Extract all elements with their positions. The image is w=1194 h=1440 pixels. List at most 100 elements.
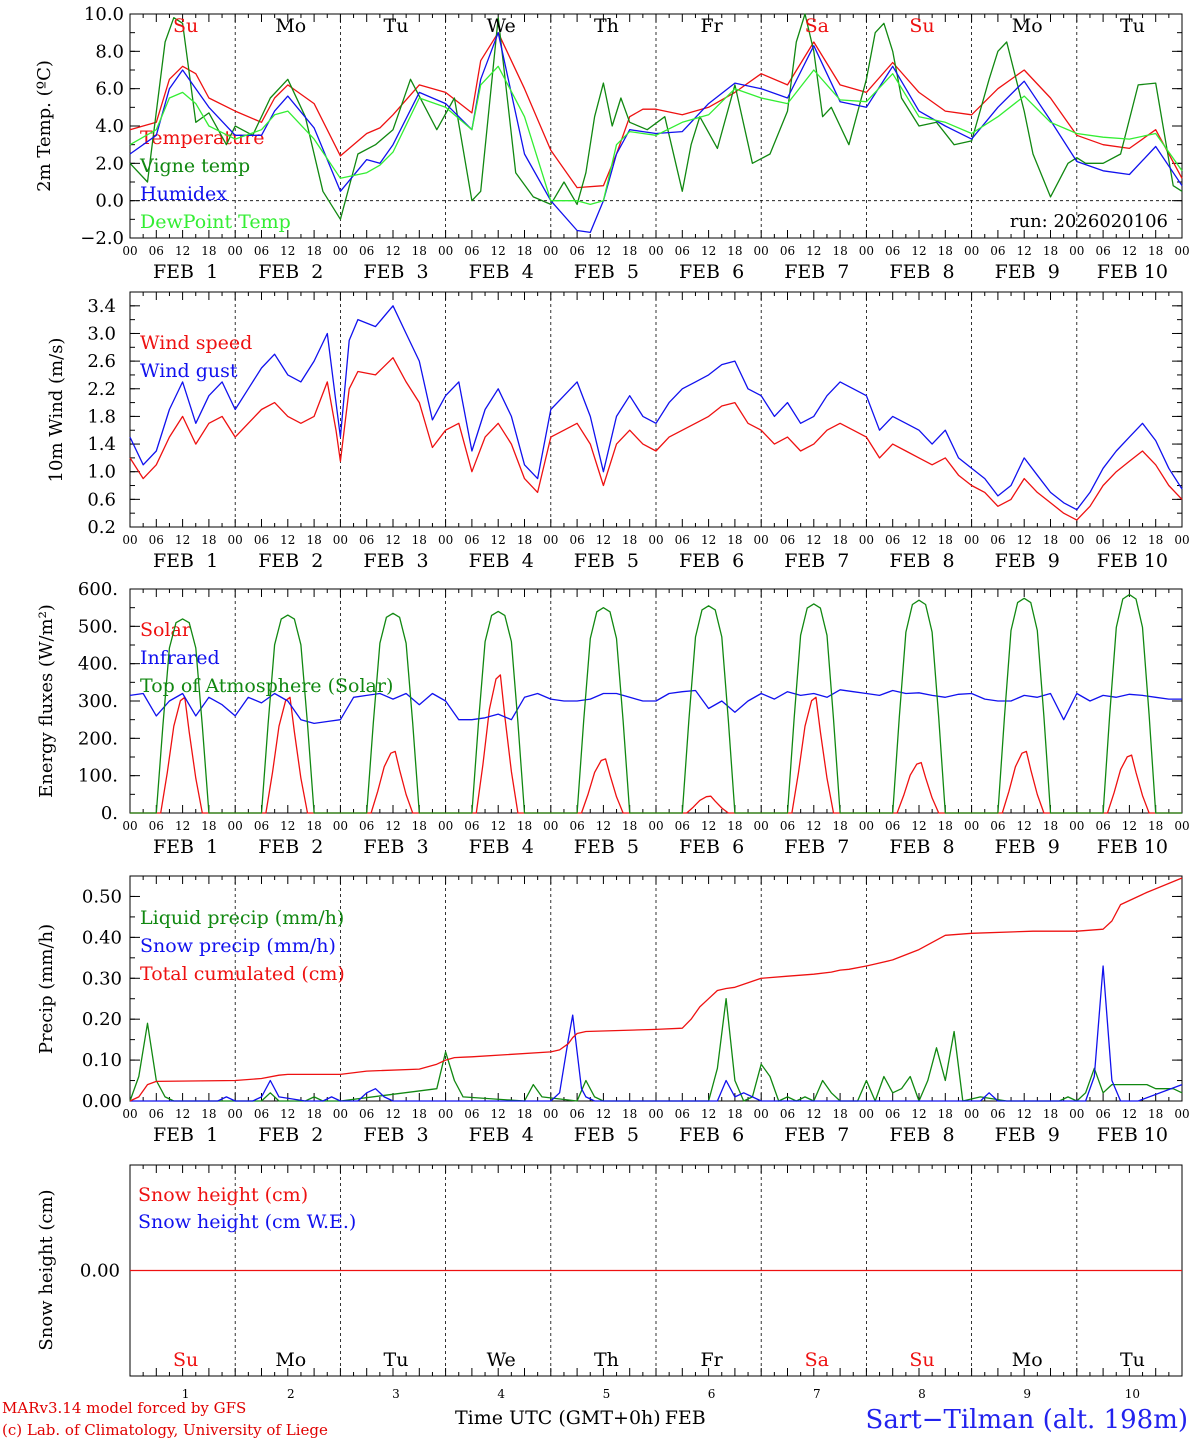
wind-date-label: FEB 5 [574,550,639,572]
temperature-hour-label: 12 [491,244,506,258]
precip-hour-label: 18 [622,1107,637,1121]
precip-hour-label: 12 [175,1107,190,1121]
precip-series-total-cumulated-cm [129,877,1183,1102]
wind-legend-entry: Wind speed [140,332,252,354]
day-name-bottom: Tu [384,1349,409,1371]
wind-date-label: FEB 2 [258,550,323,572]
day-number: 5 [603,1387,611,1401]
temperature-hour-label: 00 [438,244,453,258]
energy-hour-label: 00 [438,819,453,833]
energy-legend-entry: Top of Atmosphere (Solar) [140,675,393,697]
snow-legend-entry: Snow height (cm W.E.) [138,1211,356,1233]
temperature-hour-label: 00 [964,244,979,258]
precip-date-label: FEB 6 [679,1124,744,1146]
wind-hour-label: 00 [543,533,558,547]
energy-date-label: FEB 4 [469,836,534,858]
temperature-date-label: FEB 8 [889,261,954,283]
precip-ylabel: Precip (mm/h) [36,924,57,1054]
energy-hour-label: 06 [149,819,164,833]
energy-ytick-label: 400. [78,654,118,675]
temperature-hour-label: 18 [306,244,321,258]
wind-ytick-label: 1.4 [87,434,116,455]
precip-ytick-label: 0.50 [82,886,122,907]
energy-hour-label: 06 [780,819,795,833]
wind-hour-label: 18 [1148,533,1163,547]
precip-date-label: FEB 10 [1097,1124,1168,1146]
precip-date-label: FEB 3 [363,1124,428,1146]
wind-hour-label: 06 [1095,533,1110,547]
wind-hour-label: 12 [491,533,506,547]
temperature-hour-label: 12 [280,244,295,258]
temperature-hour-label: 06 [1095,244,1110,258]
model-credit: MARv3.14 model forced by GFS [2,1399,246,1417]
energy-hour-label: 06 [885,819,900,833]
day-number: 7 [813,1387,821,1401]
precip-hour-label: 12 [1122,1107,1137,1121]
day-number: 4 [497,1387,505,1401]
precip-hour-label: 00 [333,1107,348,1121]
precip-hour-label: 00 [964,1107,979,1121]
day-name-bottom: Su [173,1349,198,1371]
precip-hour-label: 00 [122,1107,137,1121]
energy-hour-label: 12 [280,819,295,833]
precip-hour-label: 18 [517,1107,532,1121]
energy-ytick-label: 100. [78,766,118,787]
wind-date-label: FEB 6 [679,550,744,572]
footer: MARv3.14 model forced by GFS (c) Lab. of… [2,1399,1188,1439]
wind-date-label: FEB 3 [363,550,428,572]
energy-series-top-of-atmosphere-solar [130,593,1182,814]
day-name-top: Su [173,15,198,37]
wind-hour-label: 06 [254,533,269,547]
energy-hour-label: 00 [754,819,769,833]
energy-ytick-label: 0. [101,803,118,824]
day-number: 9 [1023,1387,1031,1401]
energy-hour-label: 00 [333,819,348,833]
temperature-ytick-label: 6.0 [95,79,124,100]
temperature-hour-label: 06 [149,244,164,258]
wind-hour-label: 06 [675,533,690,547]
energy-hour-label: 00 [228,819,243,833]
temperature-hour-label: 00 [1174,244,1189,258]
energy-hour-label: 06 [990,819,1005,833]
day-name-top: Sa [805,15,829,37]
precip-hour-label: 12 [701,1107,716,1121]
precip-hour-label: 18 [938,1107,953,1121]
energy-hour-label: 12 [1122,819,1137,833]
day-name-bottom: Fr [700,1349,723,1371]
wind-hour-label: 12 [385,533,400,547]
precip-ytick-label: 0.40 [82,927,122,948]
energy-hour-label: 00 [964,819,979,833]
precip-date-label: FEB 1 [153,1124,218,1146]
temperature-ylabel: 2m Temp. (ºC) [34,60,55,192]
energy-hour-label: 12 [701,819,716,833]
energy-hour-label: 18 [832,819,847,833]
energy-hour-label: 12 [596,819,611,833]
energy-ylabel: Energy fluxes (W/m²) [36,604,57,798]
temperature-hour-label: 12 [175,244,190,258]
energy-ytick-label: 500. [78,616,118,637]
day-name-top: Tu [384,15,409,37]
energy-ytick-label: 200. [78,728,118,749]
precip-ytick-label: 0.00 [82,1091,122,1112]
wind-date-label: FEB 7 [784,550,849,572]
energy-hour-label: 18 [1148,819,1163,833]
temperature-date-label: FEB 3 [363,261,428,283]
energy-hour-label: 18 [306,819,321,833]
temperature-ytick-label: 10.0 [84,4,124,25]
temperature-legend-entry: DewPoint Temp [140,211,291,233]
wind-hour-label: 00 [859,533,874,547]
temperature-hour-label: 06 [885,244,900,258]
wind-hour-label: 12 [1017,533,1032,547]
day-name-bottom: We [487,1349,516,1371]
precip-hour-label: 18 [832,1107,847,1121]
day-name-top: Fr [700,15,723,37]
wind-hour-label: 18 [622,533,637,547]
precip-hour-label: 06 [359,1107,374,1121]
precip-hour-label: 12 [280,1107,295,1121]
energy-ytick-label: 600. [78,579,118,600]
precip-date-label: FEB 8 [889,1124,954,1146]
wind-hour-label: 06 [359,533,374,547]
precip-hour-label: 00 [1069,1107,1084,1121]
